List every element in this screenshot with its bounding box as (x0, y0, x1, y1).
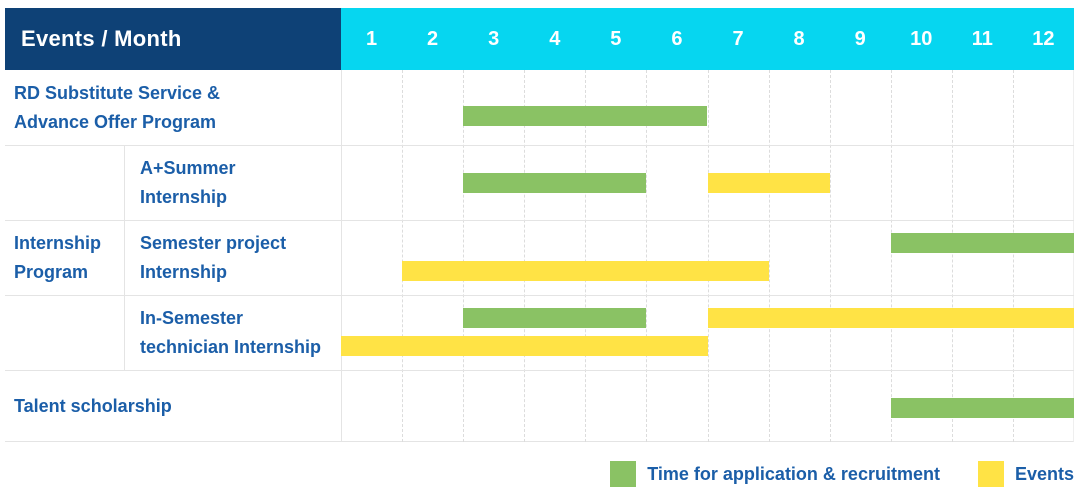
month-grid-line-2 (463, 70, 465, 442)
label-month-divider (341, 70, 342, 442)
legend: Time for application & recruitment Events (0, 460, 1074, 488)
row-label-rd-substitute-service: RD Substitute Service & Advance Offer Pro… (14, 70, 337, 145)
gantt-bar-event-in-semester-technician-internship (707, 308, 1074, 328)
row-label-in-semester-technician-internship: In-Semester technician Internship (140, 295, 337, 370)
row-label-line: Advance Offer Program (14, 111, 217, 132)
row-label-a-plus-summer-internship: A+Summer Internship (140, 145, 337, 220)
gantt-bar-event-semester-project-internship (402, 261, 769, 281)
legend-label-recruitment: Time for application & recruitment (647, 463, 940, 484)
group-sub-divider (124, 145, 125, 370)
group-label-line: Internship (14, 232, 102, 253)
month-header-cell-11: 11 (971, 27, 993, 50)
month-grid-line-9 (890, 70, 892, 442)
month-grid-line-3 (524, 70, 526, 442)
month-grid-line-10 (951, 70, 953, 442)
row-label-line: Internship (140, 261, 228, 282)
gantt-bar-recruitment-in-semester-technician-internship (463, 308, 647, 328)
legend-swatch-recruitment (610, 461, 637, 487)
month-header-cell-6: 6 (671, 27, 683, 50)
month-header-cell-8: 8 (793, 27, 805, 50)
month-header-cell-1: 1 (365, 27, 378, 50)
group-label-internship-program: Internship Program (14, 145, 124, 370)
month-grid-line-1 (402, 70, 404, 442)
legend-label-event: Events (1014, 463, 1074, 484)
row-label-semester-project-internship: Semester project Internship (140, 220, 337, 295)
month-grid-line-6 (707, 70, 709, 442)
gantt-bar-recruitment-semester-project-internship (890, 233, 1074, 253)
month-header-cell-2: 2 (427, 27, 439, 50)
row-label-line: technician Internship (140, 336, 322, 357)
row-separator (5, 220, 1074, 221)
month-header: 1 2 3 4 5 6 7 8 9 10 11 12 (341, 8, 1074, 70)
gantt-bar-event-a-plus-summer-internship (707, 173, 830, 193)
row-label-line: Talent scholarship (14, 395, 172, 416)
row-separator (5, 295, 1074, 296)
row-label-line: Internship (140, 186, 228, 207)
month-grid-line-7 (768, 70, 770, 442)
gantt-body: Internship Program RD Substitute Service &… (5, 70, 1074, 442)
legend-swatch-event (977, 461, 1004, 487)
month-header-cell-4: 4 (549, 27, 561, 50)
row-label-talent-scholarship: Talent scholarship (14, 370, 337, 442)
month-header-cell-12: 12 (1032, 27, 1055, 50)
row-separator (5, 145, 1074, 146)
month-header-cell-10: 10 (910, 27, 933, 50)
month-header-cell-3: 3 (488, 27, 500, 50)
month-grid-line-4 (585, 70, 587, 442)
row-label-line: RD Substitute Service & (14, 82, 221, 103)
month-header-cell-9: 9 (854, 27, 866, 50)
row-label-line: In-Semester (140, 307, 244, 328)
gantt-bar-recruitment-talent-scholarship (890, 398, 1074, 418)
group-label-line: Program (14, 261, 89, 282)
row-separator (5, 370, 1074, 371)
month-header-cell-7: 7 (732, 27, 744, 50)
header-row: Events / Month 1 2 3 4 5 6 7 8 9 10 11 12 (5, 8, 1074, 70)
row-label-line: A+Summer (140, 157, 236, 178)
legend-item-event: Events (977, 461, 1074, 487)
gantt-bar-event-in-semester-technician-internship (341, 336, 708, 356)
gantt-bar-recruitment-a-plus-summer-internship (463, 173, 647, 193)
events-month-header: Events / Month (5, 8, 341, 70)
month-grid-line-11 (1012, 70, 1014, 442)
gantt-bar-recruitment-rd-substitute-service (463, 106, 708, 126)
month-grid-line-5 (646, 70, 648, 442)
gantt-table: Events / Month 1 2 3 4 5 6 7 8 9 10 11 12 Internshi… (5, 8, 1074, 442)
row-label-line: Semester project (140, 232, 287, 253)
month-grid-line-8 (829, 70, 831, 442)
month-header-cell-5: 5 (610, 27, 622, 50)
legend-item-recruitment: Time for application & recruitment (610, 461, 940, 487)
